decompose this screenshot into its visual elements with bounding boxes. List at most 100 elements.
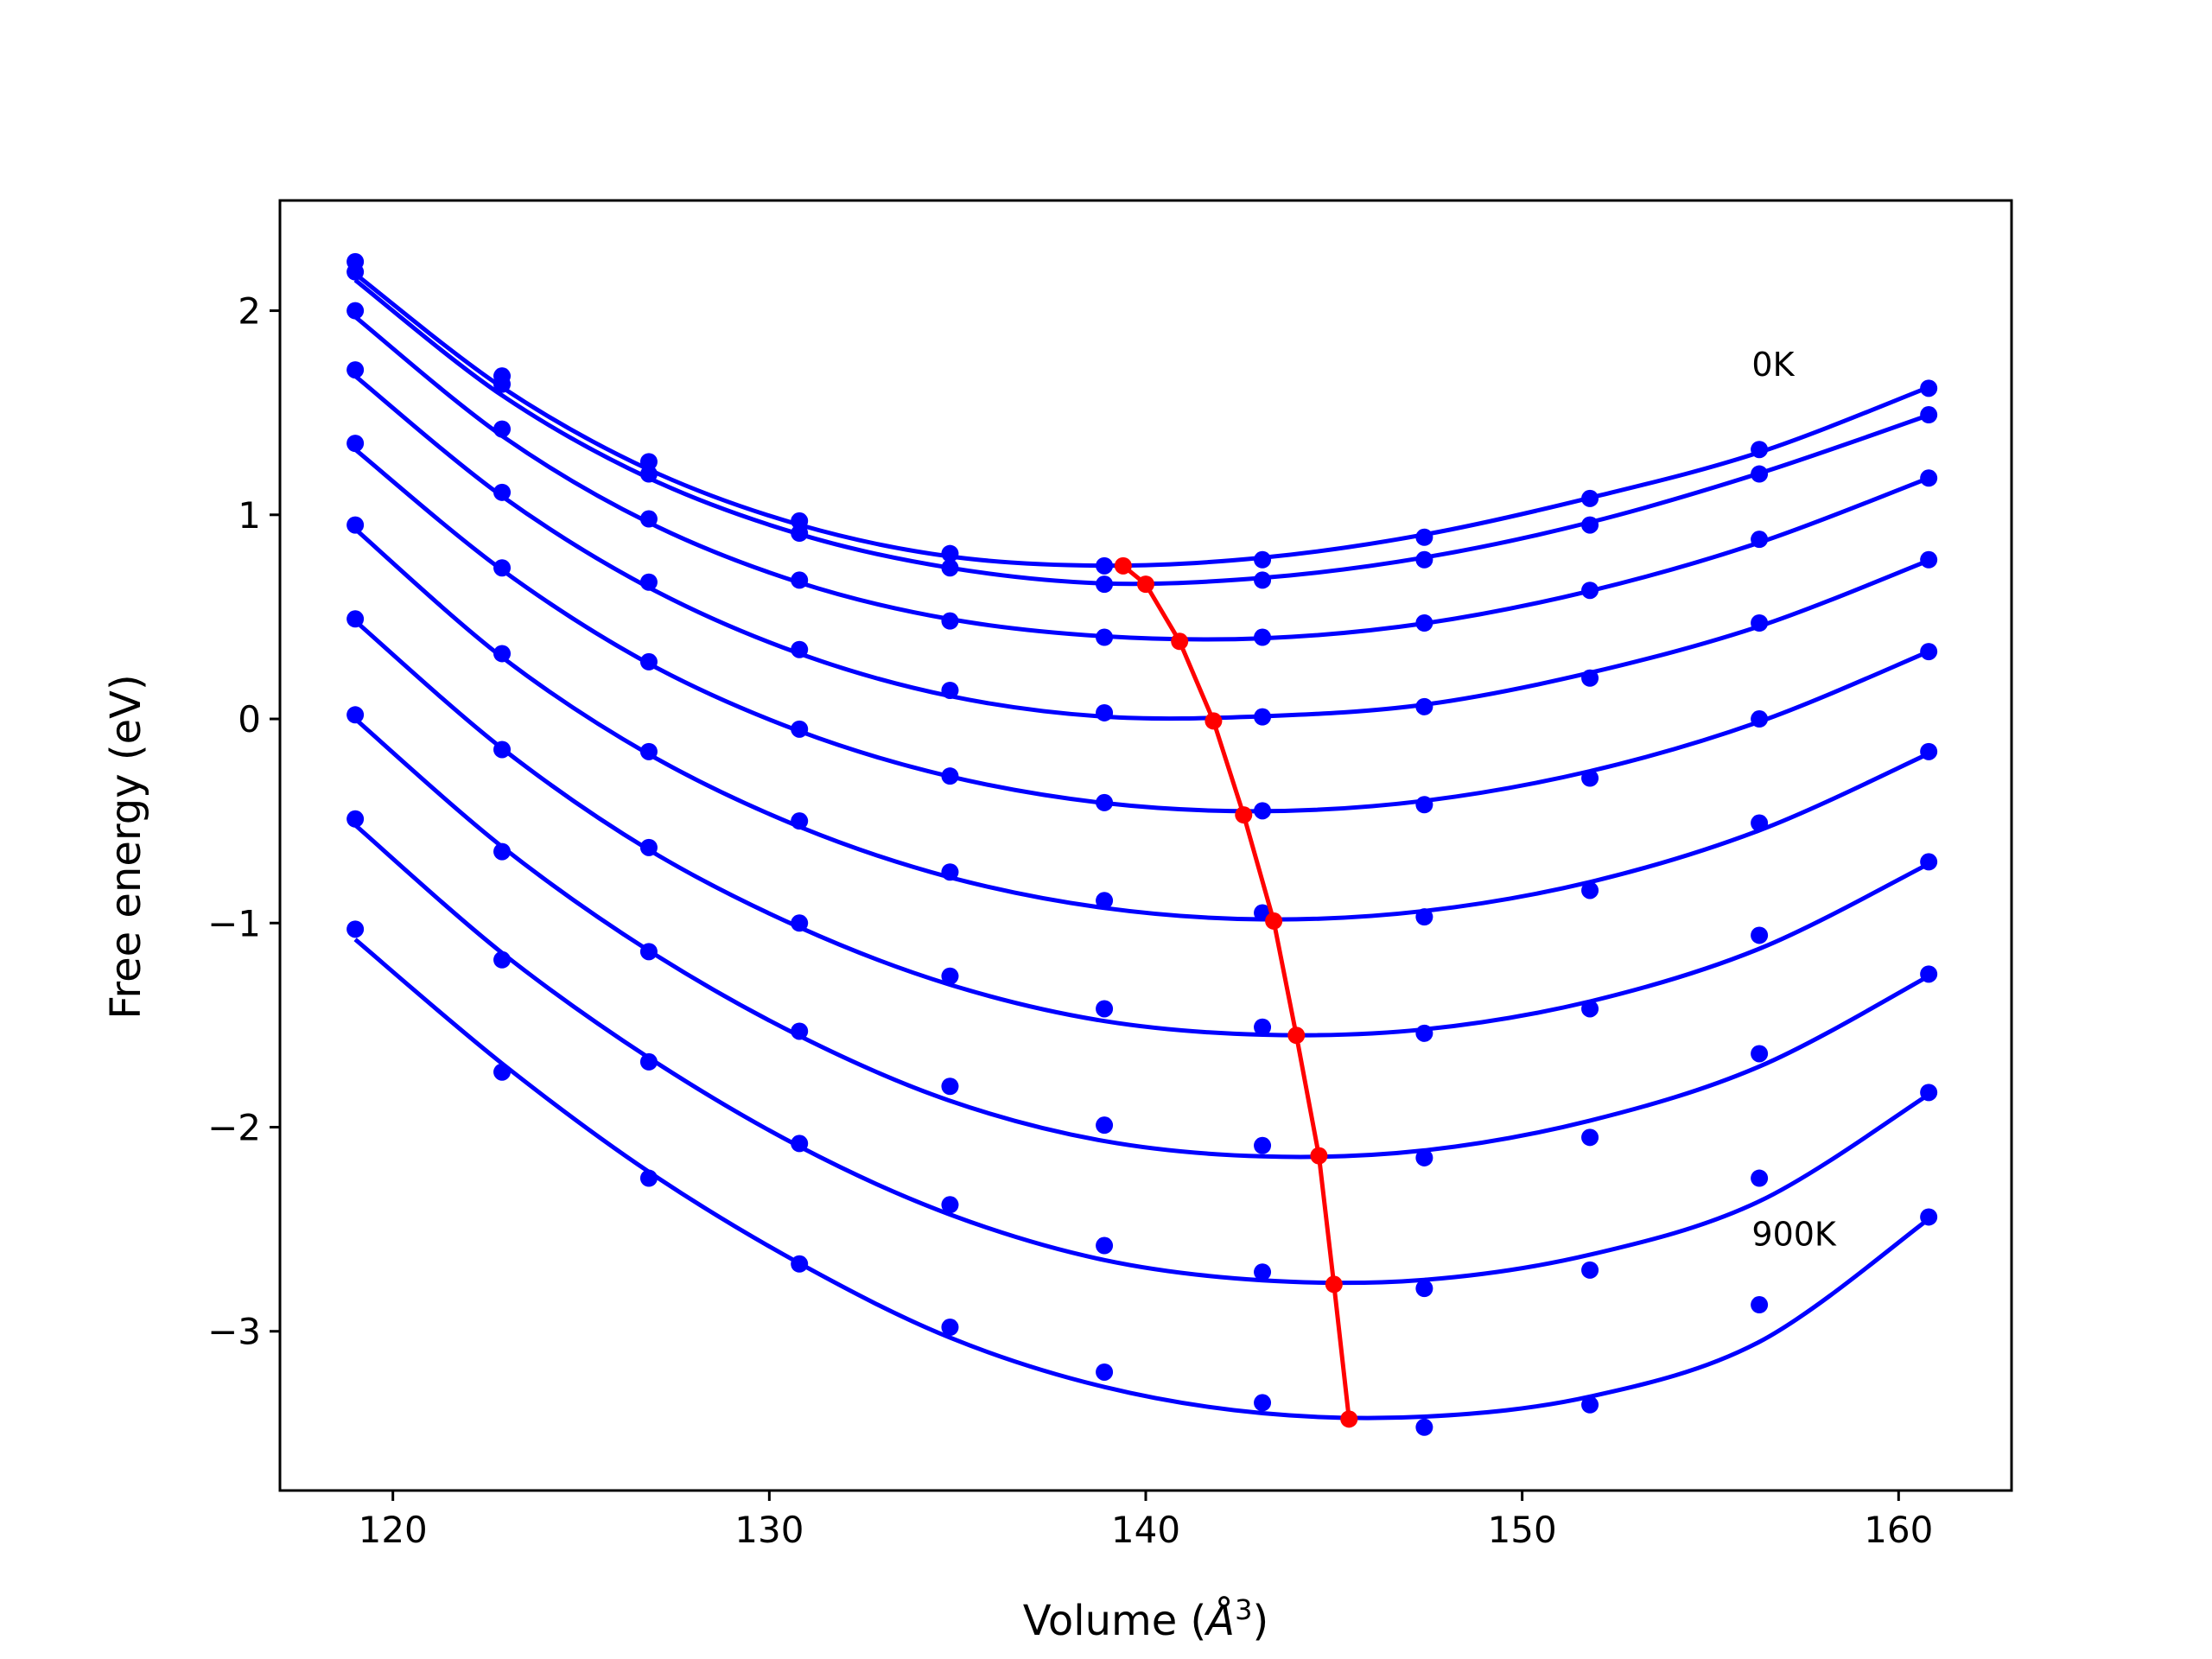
data-point (1581, 516, 1599, 534)
series-4 (346, 435, 1938, 820)
y-tick-label: −3 (207, 1311, 261, 1353)
data-point (1415, 614, 1433, 632)
data-point (1751, 441, 1769, 459)
fit-curve-9 (353, 938, 1930, 1421)
x-tick-label: 130 (734, 1509, 804, 1551)
data-point (639, 510, 658, 528)
minimum-curve (1114, 556, 1358, 1428)
data-point (791, 1022, 809, 1040)
data-point (639, 652, 658, 671)
data-point (1581, 1000, 1599, 1018)
data-point (1581, 881, 1599, 899)
minimum-point (1265, 912, 1283, 930)
data-point (1254, 1263, 1272, 1281)
data-point (1096, 892, 1114, 910)
y-tick-label: 1 (238, 494, 261, 537)
data-point (1581, 582, 1599, 600)
data-point (346, 263, 365, 281)
data-point (1581, 769, 1599, 787)
data-point (1096, 575, 1114, 594)
data-point (1751, 710, 1769, 728)
data-point (1751, 1045, 1769, 1063)
data-point (791, 571, 809, 589)
data-point (639, 1052, 658, 1071)
data-point (1096, 1116, 1114, 1135)
data-point (1581, 489, 1599, 507)
x-tick-label: 160 (1864, 1509, 1933, 1551)
data-point (639, 742, 658, 760)
minimum-point (1310, 1147, 1328, 1165)
x-axis-unit-exponent: 3 (1235, 1593, 1252, 1626)
x-tick-label: 120 (359, 1509, 428, 1551)
y-tick-label: −2 (207, 1107, 261, 1149)
minimum-point (1114, 556, 1132, 575)
data-point (1751, 465, 1769, 483)
data-point (791, 640, 809, 658)
data-point (346, 810, 365, 828)
data-point (1415, 550, 1433, 569)
y-tick-label: 0 (238, 698, 261, 741)
y-axis-label: Free energy (eV) (102, 674, 150, 1019)
data-point (1415, 1418, 1433, 1436)
data-point (346, 706, 365, 724)
data-point (1581, 1128, 1599, 1147)
data-point (1920, 643, 1938, 661)
axis-ticks: 120 130 140 150 160 2 1 0 −1 −2 −3 (207, 290, 1933, 1551)
data-point (639, 465, 658, 483)
minimum-line (1122, 563, 1351, 1420)
annotation-label: 0K (1751, 346, 1795, 384)
data-point (1096, 1236, 1114, 1255)
data-point (791, 1135, 809, 1153)
data-point (493, 950, 512, 969)
y-tick-label: 2 (238, 290, 261, 333)
data-point (941, 559, 959, 577)
series-6 (346, 610, 1938, 1042)
data-point (1415, 1280, 1433, 1298)
data-point (941, 767, 959, 785)
data-point (1096, 703, 1114, 721)
series-7 (346, 706, 1938, 1166)
data-point (1920, 853, 1938, 871)
data-point (1254, 708, 1272, 726)
data-point (493, 559, 512, 577)
data-point (1751, 1169, 1769, 1187)
data-point (1920, 406, 1938, 424)
series-9 (346, 920, 1938, 1436)
data-point (493, 483, 512, 501)
data-point (1096, 1000, 1114, 1018)
data-point (346, 920, 365, 938)
fit-curve-6 (353, 619, 1930, 1038)
data-point (791, 524, 809, 543)
data-point (1920, 379, 1938, 397)
data-point (941, 863, 959, 881)
data-point (639, 943, 658, 961)
x-axis-label: Volume (Å3) (1023, 1593, 1268, 1645)
plot-area (346, 252, 1938, 1436)
data-point (1920, 1084, 1938, 1102)
data-point (1415, 1148, 1433, 1166)
data-point (493, 741, 512, 759)
data-point (791, 1255, 809, 1273)
annotations: 0K 900K (1751, 346, 1837, 1253)
data-point (639, 573, 658, 591)
data-point (1581, 1395, 1599, 1414)
data-point (791, 512, 809, 530)
data-point (346, 516, 365, 534)
fit-curve-8 (353, 823, 1930, 1286)
data-point (346, 302, 365, 320)
series-8 (346, 810, 1938, 1298)
data-point (1920, 550, 1938, 569)
data-point (941, 1319, 959, 1337)
minimum-point (1137, 575, 1154, 594)
x-axis-unit-symbol: Å (1204, 1596, 1235, 1645)
data-point (1920, 742, 1938, 760)
data-point (1415, 1024, 1433, 1042)
data-point (493, 1063, 512, 1081)
data-point (1254, 802, 1272, 820)
data-point (1254, 1136, 1272, 1154)
x-tick-label: 140 (1111, 1509, 1180, 1551)
data-point (1096, 793, 1114, 811)
y-tick-label: −1 (207, 902, 261, 944)
